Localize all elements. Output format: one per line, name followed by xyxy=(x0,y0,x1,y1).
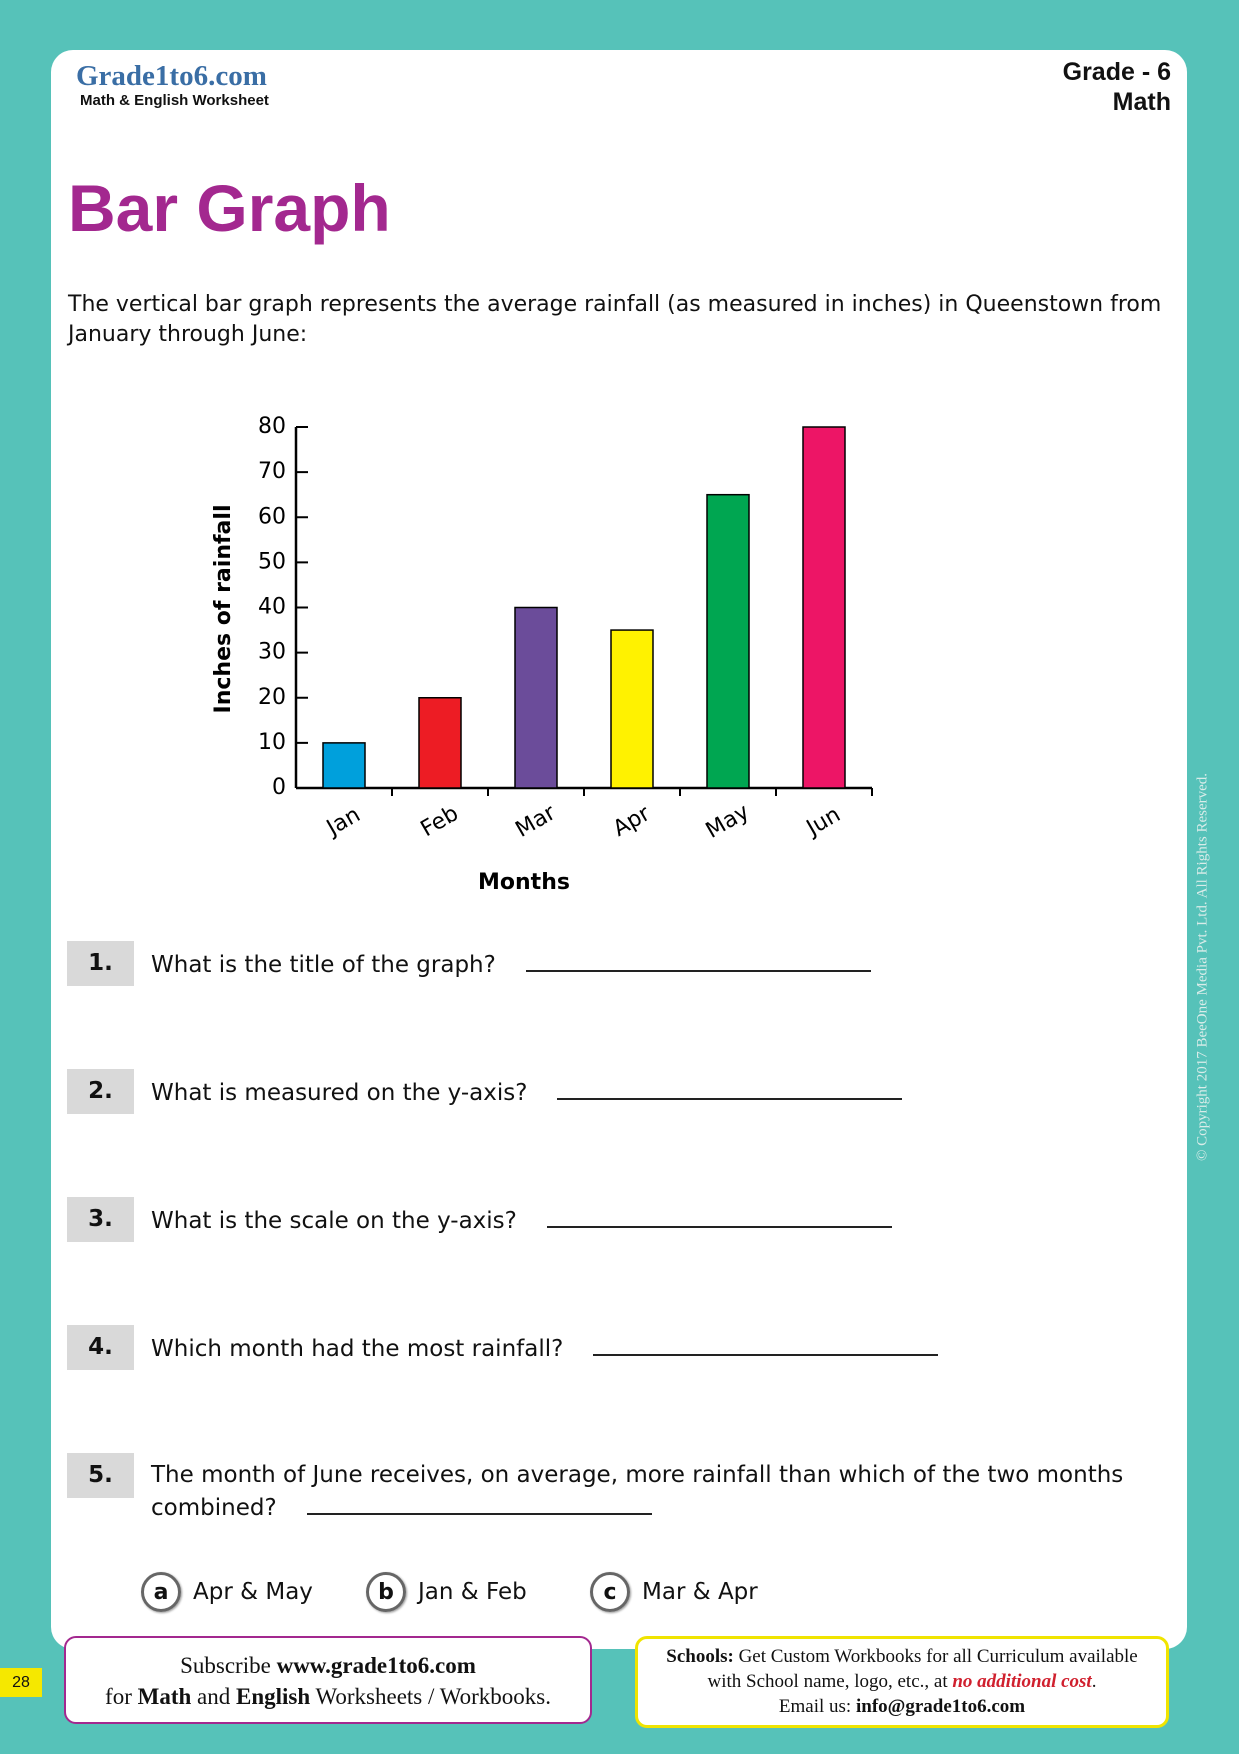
question-number: 1. xyxy=(67,941,134,986)
option-text: Mar & Apr xyxy=(642,1579,758,1605)
x-tick-label: Feb xyxy=(417,801,463,842)
question-text: What is the scale on the y-axis? xyxy=(151,1208,517,1234)
subject: Math xyxy=(1112,88,1171,116)
option: a Apr & May xyxy=(141,1572,313,1612)
question: 5. The month of June receives, on average… xyxy=(67,1453,1167,1524)
y-tick-label: 80 xyxy=(258,414,286,439)
y-tick-label: 70 xyxy=(258,459,286,484)
question: 3. What is the scale on the y-axis? xyxy=(67,1197,1167,1242)
option-letter: b xyxy=(366,1572,406,1612)
question-text: The month of June receives, on average, … xyxy=(151,1462,1124,1521)
text: Worksheets / Workbooks. xyxy=(315,1684,551,1709)
text: Email us: xyxy=(778,1696,852,1717)
text: no additional cost xyxy=(952,1671,1092,1692)
bar xyxy=(418,697,462,789)
text: Subscribe xyxy=(180,1653,271,1678)
tagline: Math & English Worksheet xyxy=(80,92,269,109)
option: b Jan & Feb xyxy=(366,1572,527,1612)
grade: Grade - 6 xyxy=(1062,58,1171,86)
text: www.grade1to6.com xyxy=(276,1653,476,1678)
answer-line xyxy=(557,1076,903,1100)
question-text-block: What is measured on the y-axis? xyxy=(151,1076,1151,1109)
text: and xyxy=(197,1684,231,1709)
option-text: Apr & May xyxy=(193,1579,313,1605)
chart: Months Inches of rainfall 0 10 20 30 40 50 60 7… xyxy=(211,414,873,895)
answer-line xyxy=(546,1204,892,1228)
bar xyxy=(610,629,654,789)
y-tick-label: 10 xyxy=(258,730,286,755)
y-tick-label: 20 xyxy=(258,685,286,710)
answer-line xyxy=(525,948,871,972)
question-number: 3. xyxy=(67,1197,134,1242)
text: . xyxy=(1091,1671,1097,1692)
x-tick-label: Jan xyxy=(321,802,365,842)
title: Bar Graph xyxy=(68,171,391,245)
text: with School name, logo, etc., at xyxy=(707,1671,948,1692)
option: c Mar & Apr xyxy=(590,1572,758,1612)
text: Get Custom Workbooks for all Curriculum … xyxy=(738,1646,1138,1667)
y-axis-label: Inches of rainfall xyxy=(211,505,236,714)
bar xyxy=(706,493,750,789)
answer-line xyxy=(306,1491,652,1515)
x-tick-label: Apr xyxy=(609,801,655,842)
question-number: 5. xyxy=(67,1453,134,1498)
question-text-block: What is the scale on the y-axis? xyxy=(151,1204,1151,1237)
question-text: What is measured on the y-axis? xyxy=(151,1080,528,1106)
text: English xyxy=(236,1684,311,1709)
copyright: © Copyright 2017 BeeOne Media Pvt. Ltd. … xyxy=(1194,772,1211,1162)
subscribe-box: Subscribe www.grade1to6.com for Math and… xyxy=(64,1636,592,1724)
question: 4. Which month had the most rainfall? xyxy=(67,1325,1167,1370)
worksheet-card xyxy=(51,50,1187,1649)
schools-box: Schools: Get Custom Workbooks for all Cu… xyxy=(635,1636,1169,1728)
y-tick-label: 30 xyxy=(258,640,286,665)
question: 2. What is measured on the y-axis? xyxy=(67,1069,1167,1114)
question-text: What is the title of the graph? xyxy=(151,952,496,978)
y-tick-label: 50 xyxy=(258,549,286,574)
logo: Grade1to6.com xyxy=(76,60,267,92)
question-text: Which month had the most rainfall? xyxy=(151,1336,564,1362)
option-letter: c xyxy=(590,1572,630,1612)
bar xyxy=(802,426,846,789)
option-letter: a xyxy=(141,1572,181,1612)
text: info@grade1to6.com xyxy=(855,1696,1026,1717)
option-text: Jan & Feb xyxy=(418,1579,527,1605)
question-number: 2. xyxy=(67,1069,134,1114)
y-tick-label: 0 xyxy=(272,775,286,800)
text: Schools: xyxy=(666,1646,734,1667)
answer-line xyxy=(593,1332,939,1356)
question-text-block: What is the title of the graph? xyxy=(151,948,1151,981)
x-tick-label: Mar xyxy=(512,800,561,843)
question-text-block: The month of June receives, on average, … xyxy=(151,1460,1151,1524)
question: 1. What is the title of the graph? xyxy=(67,941,1167,986)
y-tick-label: 60 xyxy=(258,504,286,529)
question-text-block: Which month had the most rainfall? xyxy=(151,1332,1151,1365)
x-tick-label: May xyxy=(702,799,754,843)
bar xyxy=(514,606,558,789)
page-number: 28 xyxy=(0,1668,42,1697)
question-number: 4. xyxy=(67,1325,134,1370)
x-axis-label: Months xyxy=(478,870,570,895)
text: for xyxy=(105,1684,132,1709)
x-tick-label: Jun xyxy=(801,802,845,842)
y-tick-label: 40 xyxy=(258,595,286,620)
text: Math xyxy=(137,1684,192,1709)
intro: The vertical bar graph represents the av… xyxy=(68,292,1162,347)
bar xyxy=(322,742,366,789)
